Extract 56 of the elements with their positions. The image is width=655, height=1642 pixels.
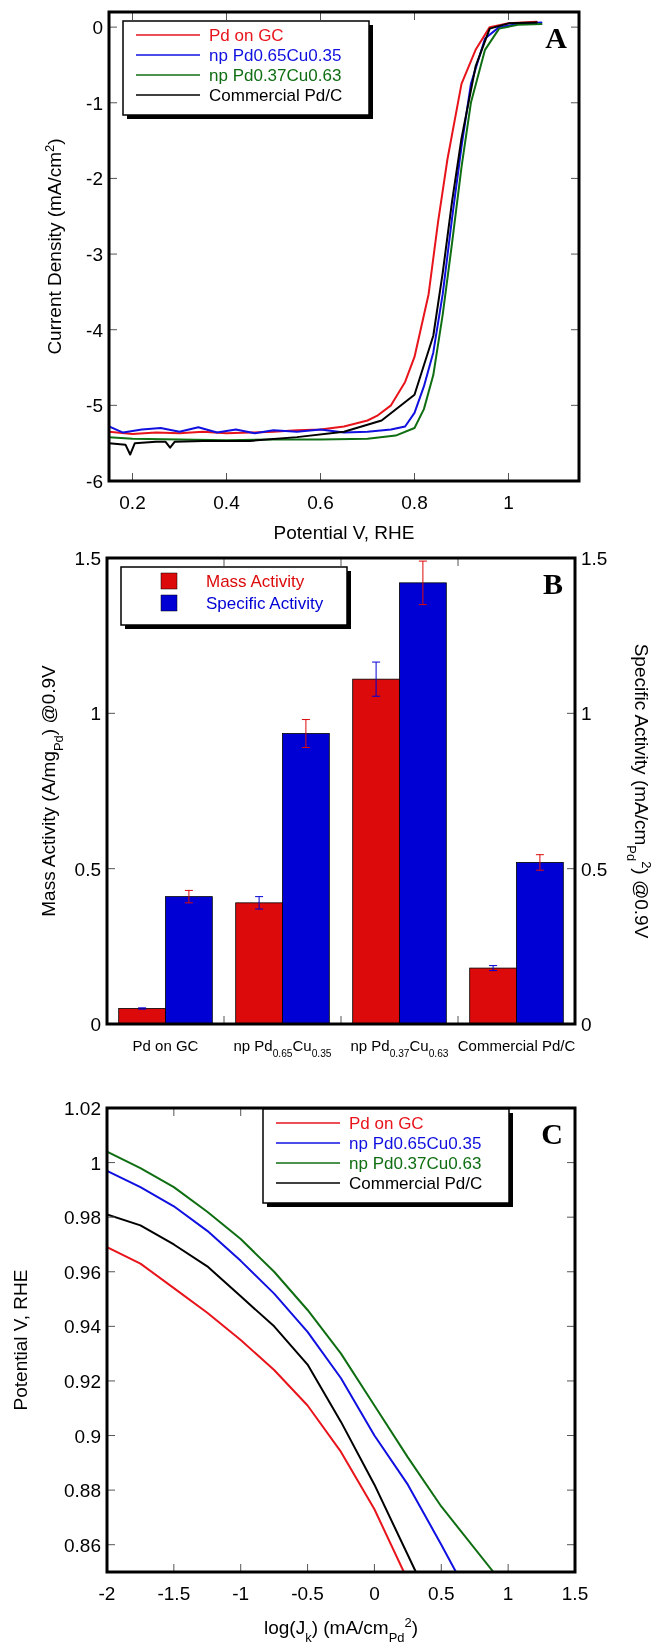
legend-label: np Pd0.37Cu0.63 xyxy=(209,66,342,85)
y2-tick-label: 1.5 xyxy=(581,548,608,569)
y-axis-title: Potential V, RHE xyxy=(10,1269,31,1411)
legend-label: np Pd0.65Cu0.35 xyxy=(209,46,342,65)
x-axis-title: Potential V, RHE xyxy=(273,522,415,543)
y-tick-label: -2 xyxy=(86,168,103,190)
x-tick-label: 0.4 xyxy=(213,492,241,513)
x-tick-label: 0.6 xyxy=(307,492,334,513)
legend-label: Pd on GC xyxy=(209,26,284,45)
y-tick-label: 0.88 xyxy=(64,1480,101,1502)
x-tick-label: Commercial Pd/C xyxy=(457,1037,576,1054)
legend-label: Specific Activity xyxy=(206,594,324,613)
y-tick-label: 0.92 xyxy=(64,1370,101,1392)
x-tick-label: 0.5 xyxy=(428,1583,455,1604)
legend-label: Commercial Pd/C xyxy=(209,86,343,105)
annotation: B xyxy=(542,567,563,600)
y2-tick-label: 1 xyxy=(581,703,592,725)
x-tick-label: Pd on GC xyxy=(132,1037,199,1054)
x-tick-label: 1 xyxy=(502,1583,514,1604)
y-tick-label: 0.86 xyxy=(64,1534,101,1556)
annotation: C xyxy=(541,1117,563,1150)
y-tick-label: -5 xyxy=(86,395,103,417)
x-tick-label: 0 xyxy=(369,1583,380,1604)
x-tick-label: 1.5 xyxy=(561,1583,589,1604)
y-tick-label: -6 xyxy=(86,471,103,492)
legend-label: Pd on GC xyxy=(349,1114,424,1133)
y-tick-label: 0.96 xyxy=(64,1261,101,1283)
x-tick-label: np Pd$_{0.37}$Cu$_{0.63}$ xyxy=(350,1037,449,1059)
x-tick-label: np Pd$_{0.65}$Cu$_{0.35}$ xyxy=(233,1037,332,1059)
x-tick-label: 0.2 xyxy=(119,492,146,513)
y2-tick-label: 0.5 xyxy=(581,858,608,880)
annotation: A xyxy=(545,21,568,54)
legend-label: Commercial Pd/C xyxy=(349,1174,483,1193)
x-tick-label: 0.8 xyxy=(401,492,428,513)
legend-label: Mass Activity xyxy=(206,572,305,591)
y-tick-label: 0.5 xyxy=(74,858,101,880)
y-tick-label: 0 xyxy=(90,1014,101,1035)
y-tick-label: -4 xyxy=(86,319,104,341)
y-tick-label: 1 xyxy=(90,1152,101,1174)
x-axis-title: log(J$_{k}$) (mA/cm$_{Pd}$$^{2}$) xyxy=(264,1614,418,1642)
legend-label: np Pd0.37Cu0.63 xyxy=(349,1154,482,1173)
y-tick-label: 0 xyxy=(92,17,103,39)
legend-label: np Pd0.65Cu0.35 xyxy=(349,1134,482,1153)
x-tick-label: -1 xyxy=(232,1583,250,1604)
y-tick-label: 0.9 xyxy=(74,1425,101,1447)
y2-tick-label: 0 xyxy=(581,1014,592,1035)
y-tick-label: 0.94 xyxy=(64,1316,102,1338)
y-tick-label: 1.02 xyxy=(64,1098,101,1119)
y-tick-label: 0.98 xyxy=(64,1207,101,1229)
y-tick-label: 1.5 xyxy=(74,548,101,569)
x-tick-label: 1 xyxy=(503,492,514,513)
x-tick-label: -0.5 xyxy=(291,1583,324,1604)
y-tick-label: -1 xyxy=(86,92,103,114)
x-tick-label: -1.5 xyxy=(157,1583,191,1604)
y-tick-label: -3 xyxy=(86,244,103,266)
y-tick-label: 1 xyxy=(90,703,101,725)
